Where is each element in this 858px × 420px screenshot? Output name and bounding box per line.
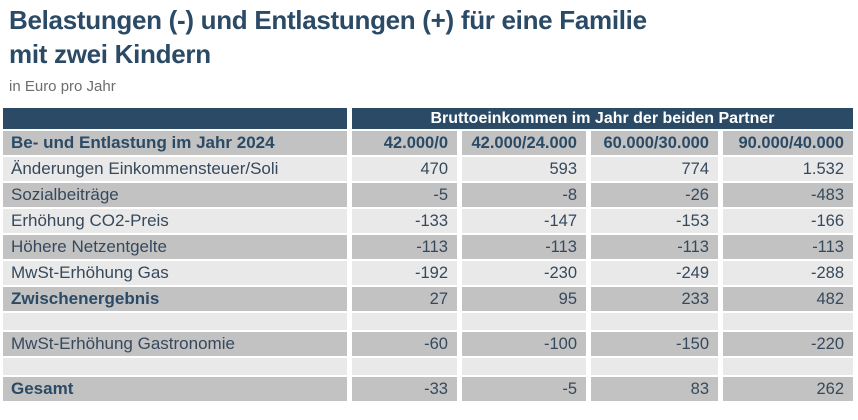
value-cell: -5 — [352, 183, 457, 207]
spacer-cell — [723, 313, 853, 330]
row-label: MwSt-Erhöhung Gastronomie — [3, 332, 347, 356]
group-header: Bruttoeinkommen im Jahr der beiden Partn… — [352, 108, 853, 129]
table-row-mwst-gastronomie: MwSt-Erhöhung Gastronomie -60 -100 -150 … — [3, 332, 853, 356]
row-label: Erhöhung CO2-Preis — [3, 209, 347, 233]
value-cell: -26 — [591, 183, 718, 207]
table-row-sozialbeitraege: Sozialbeiträge -5 -8 -26 -483 — [3, 183, 853, 207]
data-table: Bruttoeinkommen im Jahr der beiden Partn… — [3, 108, 853, 401]
value-cell: 482 — [723, 287, 853, 311]
spacer-cell — [352, 313, 457, 330]
column-header-1: 42.000/0 — [352, 131, 457, 155]
value-cell: 470 — [352, 157, 457, 181]
value-cell: -230 — [462, 261, 586, 285]
value-cell: -113 — [591, 235, 718, 259]
value-cell: -153 — [591, 209, 718, 233]
corner-spacer-cell — [3, 108, 347, 129]
value-cell: -147 — [462, 209, 586, 233]
value-cell: -249 — [591, 261, 718, 285]
column-header-2: 42.000/24.000 — [462, 131, 586, 155]
page-title-line2: mit zwei Kindern — [9, 39, 211, 69]
spacer-cell — [723, 358, 853, 375]
value-cell: -192 — [352, 261, 457, 285]
value-cell: -483 — [723, 183, 853, 207]
table-column-header-row: Be- und Entlastung im Jahr 2024 42.000/0… — [3, 131, 853, 155]
column-header-4: 90.000/40.000 — [723, 131, 853, 155]
spacer-cell — [591, 358, 718, 375]
value-cell: 83 — [591, 377, 718, 401]
value-cell: -8 — [462, 183, 586, 207]
spacer-cell — [462, 313, 586, 330]
row-label: Gesamt — [3, 377, 347, 401]
value-cell: -60 — [352, 332, 457, 356]
value-cell: -5 — [462, 377, 586, 401]
row-label: MwSt-Erhöhung Gas — [3, 261, 347, 285]
value-cell: -113 — [723, 235, 853, 259]
row-label: Zwischenergebnis — [3, 287, 347, 311]
table-row-co2-preis: Erhöhung CO2-Preis -133 -147 -153 -166 — [3, 209, 853, 233]
spacer-cell — [352, 358, 457, 375]
value-cell: 593 — [462, 157, 586, 181]
value-cell: 774 — [591, 157, 718, 181]
column-header-3: 60.000/30.000 — [591, 131, 718, 155]
value-cell: -113 — [462, 235, 586, 259]
value-cell: 27 — [352, 287, 457, 311]
value-cell: -166 — [723, 209, 853, 233]
value-cell: 1.532 — [723, 157, 853, 181]
value-cell: -33 — [352, 377, 457, 401]
value-cell: 95 — [462, 287, 586, 311]
value-cell: 262 — [723, 377, 853, 401]
page-title: Belastungen (-) und Entlastungen (+) für… — [0, 0, 858, 71]
spacer-cell — [462, 358, 586, 375]
table-spacer-row — [3, 358, 853, 375]
value-cell: -288 — [723, 261, 853, 285]
value-cell: 233 — [591, 287, 718, 311]
row-label: Höhere Netzentgelte — [3, 235, 347, 259]
value-cell: -150 — [591, 332, 718, 356]
table-row-gesamt: Gesamt -33 -5 83 262 — [3, 377, 853, 401]
table-row-zwischenergebnis: Zwischenergebnis 27 95 233 482 — [3, 287, 853, 311]
spacer-cell — [3, 358, 347, 375]
spacer-cell — [3, 313, 347, 330]
corner-header: Be- und Entlastung im Jahr 2024 — [3, 131, 347, 155]
table-row-mwst-gas: MwSt-Erhöhung Gas -192 -230 -249 -288 — [3, 261, 853, 285]
table-group-header-row: Bruttoeinkommen im Jahr der beiden Partn… — [3, 108, 853, 129]
page-title-line1: Belastungen (-) und Entlastungen (+) für… — [9, 5, 647, 35]
table-row-einkommensteuer: Änderungen Einkommensteuer/Soli 470 593 … — [3, 157, 853, 181]
value-cell: -220 — [723, 332, 853, 356]
value-cell: -133 — [352, 209, 457, 233]
value-cell: -100 — [462, 332, 586, 356]
table-row-netzentgelte: Höhere Netzentgelte -113 -113 -113 -113 — [3, 235, 853, 259]
row-label: Änderungen Einkommensteuer/Soli — [3, 157, 347, 181]
row-label: Sozialbeiträge — [3, 183, 347, 207]
page-subtitle: in Euro pro Jahr — [9, 78, 116, 95]
table-spacer-row — [3, 313, 853, 330]
spacer-cell — [591, 313, 718, 330]
value-cell: -113 — [352, 235, 457, 259]
